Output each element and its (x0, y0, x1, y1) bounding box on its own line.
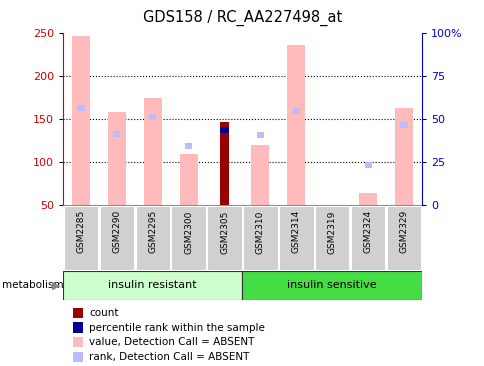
Bar (242, 206, 277, 270)
Bar (350, 206, 385, 270)
Text: metabolism: metabolism (2, 280, 64, 291)
Text: GSM2329: GSM2329 (399, 210, 408, 254)
Bar (207, 206, 242, 270)
Bar (292, 108, 299, 114)
Bar (251, 145, 269, 205)
Bar (257, 132, 263, 138)
Text: rank, Detection Call = ABSENT: rank, Detection Call = ABSENT (89, 352, 249, 362)
Bar (219, 122, 229, 205)
Text: GSM2285: GSM2285 (76, 210, 85, 254)
Text: GSM2305: GSM2305 (220, 210, 228, 254)
Bar (149, 114, 156, 120)
Bar (242, 271, 421, 300)
Text: percentile rank within the sample: percentile rank within the sample (89, 322, 265, 333)
Text: GSM2300: GSM2300 (184, 210, 193, 254)
Bar (77, 105, 84, 111)
Bar (171, 206, 206, 270)
Text: insulin sensitive: insulin sensitive (287, 280, 376, 291)
Text: GSM2319: GSM2319 (327, 210, 336, 254)
Bar (364, 161, 371, 168)
Bar (394, 108, 412, 205)
Bar (63, 271, 242, 300)
Bar (107, 112, 125, 205)
Text: insulin resistant: insulin resistant (108, 280, 197, 291)
Bar (314, 206, 349, 270)
Text: count: count (89, 308, 119, 318)
Text: GSM2310: GSM2310 (256, 210, 264, 254)
Text: GSM2324: GSM2324 (363, 210, 372, 253)
Bar (287, 45, 304, 205)
Text: ▶: ▶ (51, 280, 60, 291)
Bar (358, 193, 376, 205)
Bar (179, 154, 197, 205)
Bar (278, 206, 313, 270)
Bar (63, 206, 98, 270)
Text: GSM2295: GSM2295 (148, 210, 157, 254)
Bar (400, 122, 407, 128)
Bar (221, 131, 227, 138)
Text: GDS158 / RC_AA227498_at: GDS158 / RC_AA227498_at (143, 10, 341, 26)
Bar (386, 206, 421, 270)
Bar (113, 131, 120, 138)
Bar (135, 206, 170, 270)
Bar (219, 127, 229, 133)
Bar (185, 143, 192, 149)
Text: GSM2314: GSM2314 (291, 210, 300, 254)
Bar (99, 206, 134, 270)
Bar (72, 36, 90, 205)
Text: GSM2290: GSM2290 (112, 210, 121, 254)
Text: value, Detection Call = ABSENT: value, Detection Call = ABSENT (89, 337, 254, 347)
Bar (143, 98, 161, 205)
